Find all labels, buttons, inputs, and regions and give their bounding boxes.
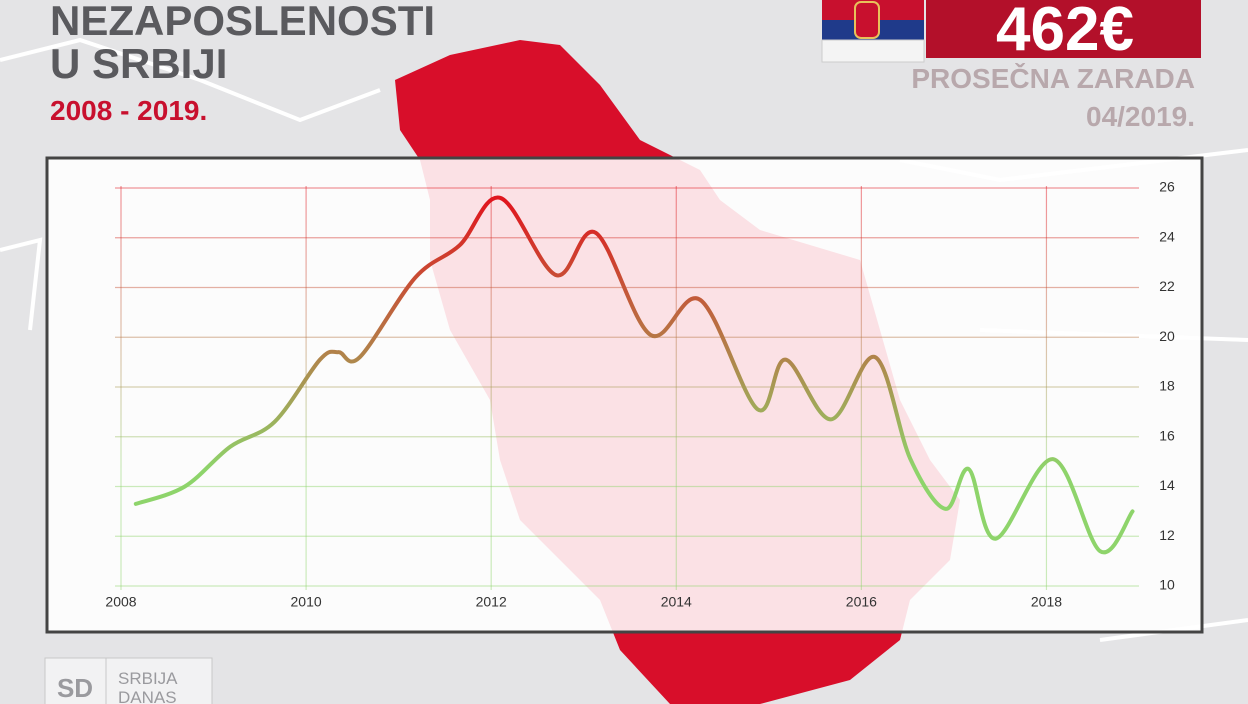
x-tick-label: 2010 [291,594,322,610]
salary-banner [926,0,1201,58]
y-tick-label: 14 [1159,477,1175,493]
y-tick-label: 26 [1159,179,1175,195]
y-tick-label: 10 [1159,577,1175,593]
salary: 462€ [996,0,1134,64]
logo-name: SRBIJA [118,669,178,688]
x-tick-label: 2008 [105,594,136,610]
salary-caption: 04/2019. [1086,101,1195,132]
title: NEZAPOSLENOSTI [50,0,435,44]
y-tick-label: 12 [1159,527,1175,543]
title: U SRBIJI [50,40,227,87]
y-tick-label: 22 [1159,278,1175,294]
x-tick-label: 2016 [846,594,877,610]
plot: 10 12 14 16 18 20 22 24 26 2008 2010 2012 2014 2016 20… [105,179,1175,610]
x-tick-label: 2018 [1031,594,1062,610]
logo-mark: SD [57,673,93,703]
y-tick-label: 16 [1159,427,1175,443]
y-tick-label: 24 [1159,228,1175,244]
flag [821,0,925,63]
data-line [133,195,1135,555]
salary-caption: PROSEČNA ZARADA [911,62,1195,94]
y-tick-label: 18 [1159,378,1175,394]
logo-box [44,657,213,704]
chart-frame [45,156,1204,634]
logo-name: DANAS [118,688,177,704]
y-tick-label: 20 [1159,328,1175,344]
period: 2008 - 2019. [50,95,207,126]
x-tick-label: 2012 [476,594,507,610]
x-tick-label: 2014 [661,594,692,610]
